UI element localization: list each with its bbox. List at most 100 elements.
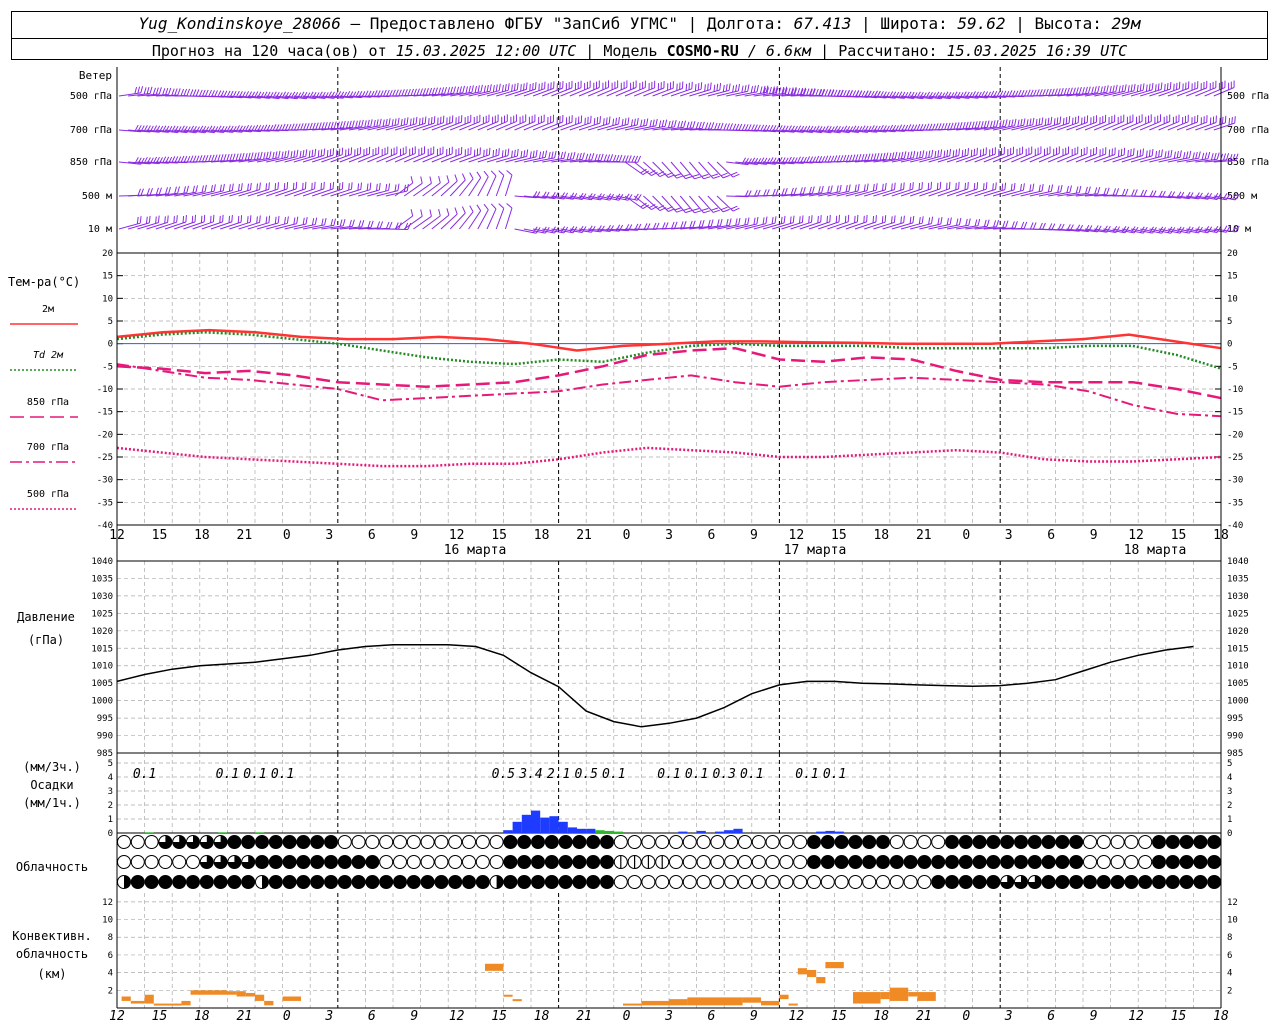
wind-barb [1213, 116, 1236, 131]
conv-bar [807, 969, 817, 978]
wind-barb [799, 125, 826, 134]
wind-barb [818, 214, 840, 230]
wind-barb [247, 91, 274, 99]
pres-tick-label-right: 985 [1227, 749, 1243, 759]
wind-barb [220, 215, 243, 230]
wind-barb [854, 125, 881, 133]
cloud-symbol-overcast [1193, 855, 1207, 869]
wind-barb [606, 80, 628, 97]
temp-tick-label-right: -5 [1227, 362, 1238, 372]
conv-bar [130, 1000, 145, 1004]
wind-barb [220, 183, 243, 197]
cloud-symbol-overcast [1166, 835, 1180, 849]
cloud-symbol-outline [1124, 835, 1139, 849]
x-hour-label: 12 [789, 528, 805, 543]
x-hour-label: 9 [1090, 528, 1098, 543]
cloud-symbol-overcast [283, 855, 297, 869]
x-hour-label-bottom: 3 [664, 1009, 673, 1024]
wind-barb [477, 148, 500, 163]
wind-barb [1066, 186, 1091, 197]
prec-tick-label-left: 2 [108, 801, 113, 811]
conv-tick-label-right: 10 [1227, 916, 1238, 926]
wind-barb [358, 182, 381, 197]
wind-barb [946, 181, 969, 197]
wind-barb [1140, 149, 1163, 163]
wind-barb [680, 121, 705, 131]
wind-barb [974, 119, 999, 131]
wind-barb [744, 124, 771, 132]
conv-bar [282, 996, 301, 1001]
cloud-symbol-overcast [310, 835, 324, 849]
wind-barb [403, 176, 423, 197]
wind-barb [1029, 146, 1051, 163]
wind-barb [845, 214, 868, 230]
temp-tick-label-right: 20 [1227, 249, 1238, 259]
wind-barb [956, 218, 981, 230]
wind-barb [155, 215, 178, 230]
wind-barb [1167, 81, 1190, 97]
cloud-symbol-outline [462, 835, 476, 849]
prec-tick-label-left: 0 [108, 829, 113, 839]
prec-3h-label: 0.1 [795, 767, 818, 782]
prec-bar [144, 832, 154, 833]
cloud-symbol-outline [1110, 835, 1125, 849]
wind-barb [1002, 118, 1026, 131]
cloud-symbol-outline [724, 875, 739, 889]
wind-barb [882, 91, 909, 99]
cloud-symbol-overcast [545, 835, 559, 849]
prec-tick-label-right: 2 [1227, 801, 1232, 811]
wind-barb [900, 182, 923, 197]
cloud-symbol-overcast [352, 855, 366, 869]
wind-barb [753, 157, 780, 165]
pres-tick-label-right: 1005 [1227, 679, 1249, 689]
prec-tick-label-right: 5 [1227, 759, 1232, 769]
cloud-symbol-outline [779, 875, 794, 889]
prec-bar [512, 821, 522, 833]
pres-tick-label-left: 1025 [91, 609, 113, 619]
prec-tick-label-right: 3 [1227, 787, 1232, 797]
conv-bar [687, 997, 743, 1006]
wind-barb [348, 146, 371, 163]
x-hour-label: 15 [831, 528, 847, 543]
wind-barb [146, 125, 173, 133]
cloud-symbol-overcast [959, 875, 973, 889]
cloud-symbol-outline [820, 875, 835, 889]
conv-bar [181, 1000, 191, 1006]
wind-barb [137, 187, 162, 197]
wind-barb [330, 219, 355, 230]
wind-barb [376, 183, 400, 197]
wind-barb [716, 217, 741, 230]
wind-barb [1011, 146, 1033, 163]
cloud-symbol-outline [351, 835, 366, 849]
wind-barb [1130, 82, 1154, 97]
x-hour-label-bottom: 12 [109, 1009, 125, 1024]
wind-barb [1112, 114, 1134, 131]
conv-title-line1: Конвективн. [12, 929, 91, 943]
cloud-symbol-outline [448, 855, 463, 869]
wind-barb [1176, 81, 1199, 97]
wind-barb [440, 115, 463, 131]
x-hour-label-bottom: 6 [708, 1009, 716, 1024]
wind-barb [698, 218, 723, 230]
temp-tick-label-right: 0 [1227, 340, 1232, 350]
cloud-symbol-outline [917, 835, 932, 849]
wind-barb [891, 150, 916, 163]
wind-barb [983, 119, 1008, 131]
cloud-symbol-outline [848, 875, 863, 889]
cloud-symbol-outline [751, 835, 766, 849]
wind-level-label-left: 850 гПа [70, 157, 112, 168]
cloud-symbol-overcast [917, 855, 931, 869]
cloud-symbol-mostly [214, 835, 228, 849]
cloud-symbol-outline [862, 875, 877, 889]
wind-barb [477, 114, 499, 131]
wind-barb [689, 122, 715, 131]
cloud-symbol-overcast [1083, 875, 1097, 889]
wind-barb [468, 84, 492, 97]
cloud-symbol-overcast [269, 875, 283, 889]
wind-barb [422, 86, 447, 97]
wind-barb [118, 124, 145, 133]
wind-barb [266, 150, 290, 163]
wind-barb [376, 117, 400, 131]
conv-tick-label-left: 8 [108, 933, 113, 943]
prec-unit-1h: (мм/1ч.) [23, 796, 81, 810]
